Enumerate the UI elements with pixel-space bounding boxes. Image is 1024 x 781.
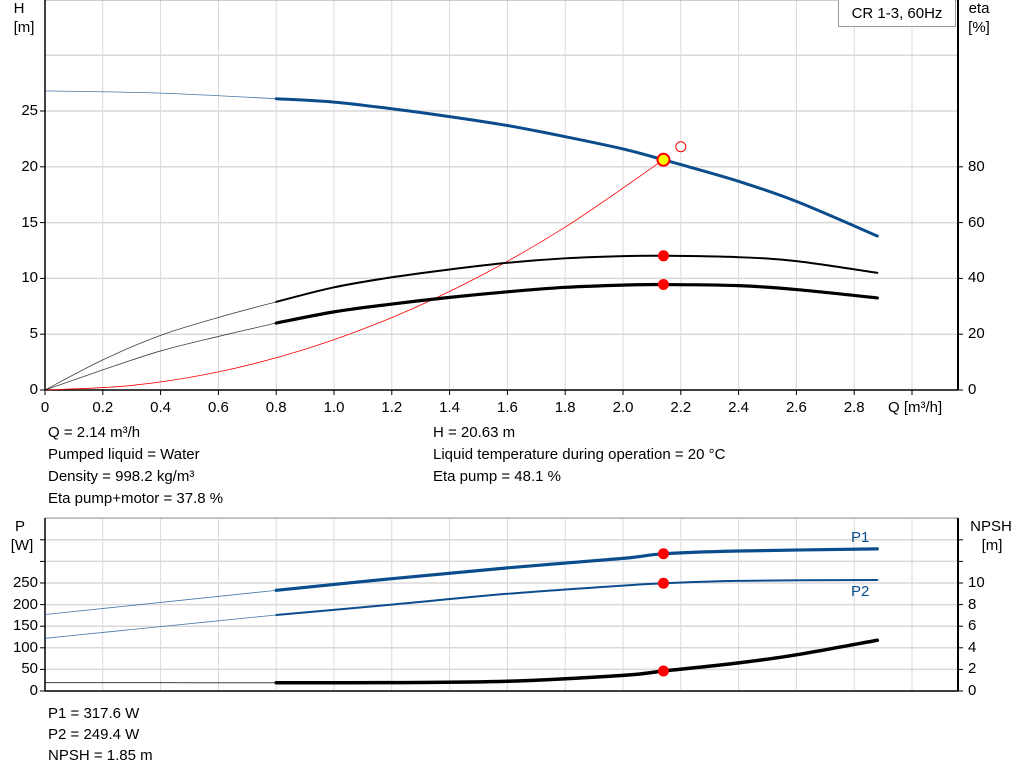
power-tick-label: 250 (12, 574, 38, 591)
npsh-axis-label: NPSH (970, 518, 1012, 535)
eta-tick-label: 80 (968, 157, 985, 175)
npsh-curve (274, 638, 880, 685)
p1-series-label: P1 (851, 529, 870, 546)
info-head: H = 20.63 m (433, 424, 516, 441)
head-tick-label: 0 (29, 381, 38, 398)
flow-axis-label: Q [m³/h] (888, 399, 943, 416)
p1-curve (274, 547, 879, 592)
p2-curve-extrapolated (44, 614, 277, 639)
duty-point-marker (656, 152, 671, 167)
eta-tick-label: 0 (968, 381, 977, 398)
power-tick-label: 50 (21, 660, 38, 678)
head-tick-label: 25 (21, 102, 38, 119)
info-p2: P2 = 249.4 W (48, 726, 140, 743)
power-axis-label: P (14, 518, 25, 535)
npsh-tick-label: 6 (968, 617, 977, 635)
eta-tick-label: 40 (968, 269, 985, 287)
head-axis-label: H (13, 0, 25, 17)
info-eta-pump-motor: Eta pump+motor = 37.8 % (48, 490, 224, 507)
eta-pump-motor-marker (657, 279, 669, 291)
plot-frame-top (44, 0, 959, 391)
info-pumped-liquid: Pumped liquid = Water (48, 446, 200, 463)
npsh-tick-label: 0 (968, 682, 977, 699)
x-tick-label: 0.6 (207, 399, 229, 416)
power-tick-label: 150 (12, 617, 38, 635)
npsh-axis-unit: [m] (981, 537, 1003, 554)
eta-pump-motor-curve (274, 282, 879, 325)
p2-duty-marker (657, 577, 669, 589)
power-axis-unit: [W] (10, 537, 34, 554)
power-tick-label: 100 (12, 638, 38, 656)
x-tick-label: 0.4 (150, 399, 172, 416)
power-tick-label: 200 (12, 595, 38, 613)
info-p1: P1 = 317.6 W (48, 705, 140, 722)
eta-axis-label: eta (968, 0, 990, 17)
requested-point-marker (675, 141, 687, 153)
npsh-tick-label: 8 (968, 595, 977, 613)
x-tick-label: 1.0 (323, 399, 345, 416)
eta-axis-unit: [%] (968, 19, 990, 36)
eta-pump-motor-curve-extrapolated (44, 322, 277, 391)
x-tick-label: 1.2 (381, 399, 403, 416)
info-density: Density = 998.2 kg/m³ (48, 468, 195, 485)
head-curve-extrapolated (44, 90, 277, 100)
eta-pump-curve (275, 254, 879, 303)
head-axis-unit: [m] (13, 19, 35, 36)
system-curve (44, 159, 664, 391)
x-tick-label: 2.2 (670, 399, 692, 416)
eta-pump-marker (657, 250, 669, 262)
x-tick-label: 2.4 (728, 399, 750, 416)
npsh-tick-label: 4 (968, 638, 977, 656)
p2-series-label: P2 (851, 583, 870, 600)
head-tick-label: 20 (21, 157, 38, 175)
pump-title-box: CR 1-3, 60Hz (838, 0, 956, 27)
x-tick-label: 1.6 (496, 399, 518, 416)
x-tick-label: 0.8 (265, 399, 287, 416)
head-tick-label: 5 (29, 325, 38, 343)
eta-tick-label: 60 (968, 213, 985, 231)
power-tick-label: 0 (29, 682, 38, 699)
x-tick-label: 2.0 (612, 399, 634, 416)
head-curve (274, 97, 879, 238)
info-flow: Q = 2.14 m³/h (48, 424, 141, 441)
x-tick-label: 2.8 (843, 399, 865, 416)
p2-curve (275, 578, 879, 616)
p1-curve-extrapolated (44, 589, 277, 615)
head-tick-label: 10 (21, 269, 38, 287)
info-liquid-temperature: Liquid temperature during operation = 20… (433, 446, 726, 463)
npsh-tick-label: 2 (968, 660, 977, 678)
x-tick-label: 1.4 (439, 399, 461, 416)
p1-duty-marker (657, 548, 669, 560)
npsh-tick-label: 10 (968, 574, 985, 591)
x-tick-label: 0.2 (92, 399, 114, 416)
x-tick-label: 2.6 (785, 399, 807, 416)
info-eta-pump: Eta pump = 48.1 % (433, 468, 561, 485)
eta-pump-curve-extrapolated (44, 301, 277, 391)
info-npsh: NPSH = 1.85 m (48, 747, 153, 764)
eta-tick-label: 20 (968, 325, 985, 343)
x-tick-label: 0 (40, 399, 50, 416)
x-tick-label: 1.8 (554, 399, 576, 416)
head-tick-label: 15 (21, 213, 38, 231)
npsh-duty-marker (657, 665, 669, 677)
